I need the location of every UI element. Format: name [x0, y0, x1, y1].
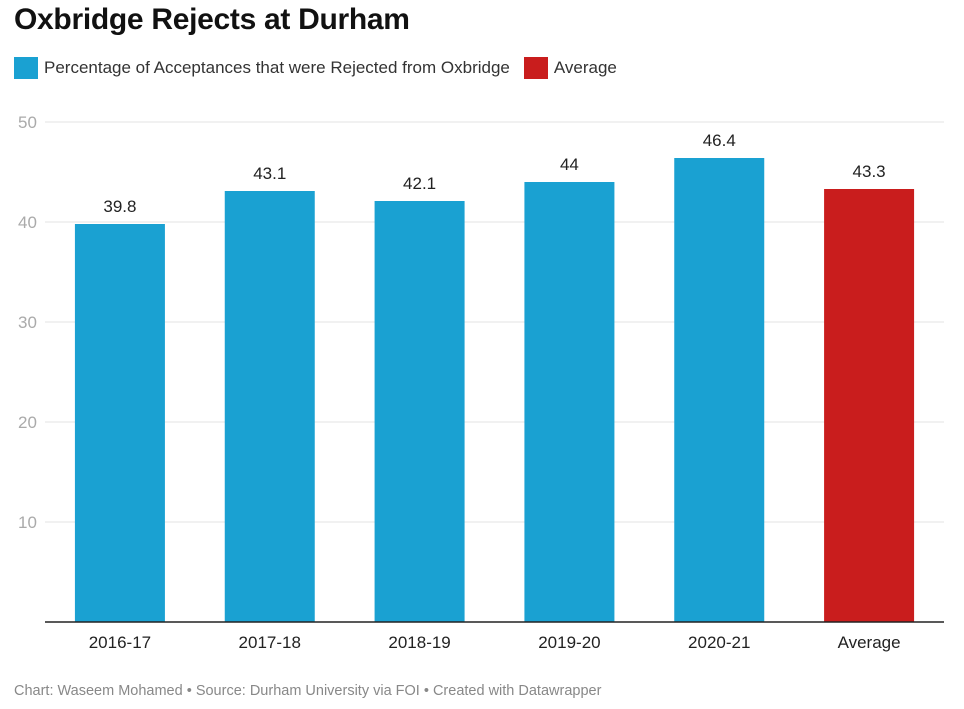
legend-label-percentage: Percentage of Acceptances that were Reje… — [44, 58, 510, 77]
bar-2017-18 — [224, 191, 315, 622]
data-label-2020-21: 46.4 — [703, 131, 736, 150]
bar-2019-20 — [524, 182, 615, 622]
x-tick-label-2016-17: 2016-17 — [89, 633, 151, 652]
chart-footer: Chart: Waseem Mohamed • Source: Durham U… — [14, 683, 602, 699]
legend-item-average: Average — [523, 57, 617, 79]
y-tick-label-40: 40 — [18, 213, 37, 232]
data-label-Average: 43.3 — [853, 162, 886, 181]
bar-2016-17 — [74, 224, 165, 622]
data-label-2019-20: 44 — [560, 155, 579, 174]
chart-title: Oxbridge Rejects at Durham — [14, 3, 410, 36]
data-label-2016-17: 39.8 — [103, 197, 136, 216]
y-tick-label-20: 20 — [18, 413, 37, 432]
data-label-2018-19: 42.1 — [403, 174, 436, 193]
legend-label-average: Average — [553, 58, 617, 77]
bar-2018-19 — [374, 201, 465, 622]
bar-Average — [824, 189, 915, 622]
y-tick-label-50: 50 — [18, 113, 37, 132]
x-tick-label-2019-20: 2019-20 — [538, 633, 600, 652]
x-tick-label-2020-21: 2020-21 — [688, 633, 750, 652]
x-tick-label-Average: Average — [838, 633, 901, 652]
y-tick-label-30: 30 — [18, 313, 37, 332]
x-tick-label-2018-19: 2018-19 — [388, 633, 450, 652]
legend-swatch-percentage — [14, 57, 38, 79]
legend: Percentage of Acceptances that were Reje… — [14, 55, 631, 81]
x-tick-label-2017-18: 2017-18 — [239, 633, 301, 652]
y-tick-label-10: 10 — [18, 513, 37, 532]
data-label-2017-18: 43.1 — [253, 164, 286, 183]
legend-swatch-average — [523, 57, 548, 79]
bar-2020-21 — [674, 158, 765, 622]
legend-item-percentage: Percentage of Acceptances that were Reje… — [14, 57, 510, 79]
bar-chart: 10 20 30 40 50 39.8 2016-17 43.1 2017-18 42.1 2018… — [18, 113, 944, 652]
